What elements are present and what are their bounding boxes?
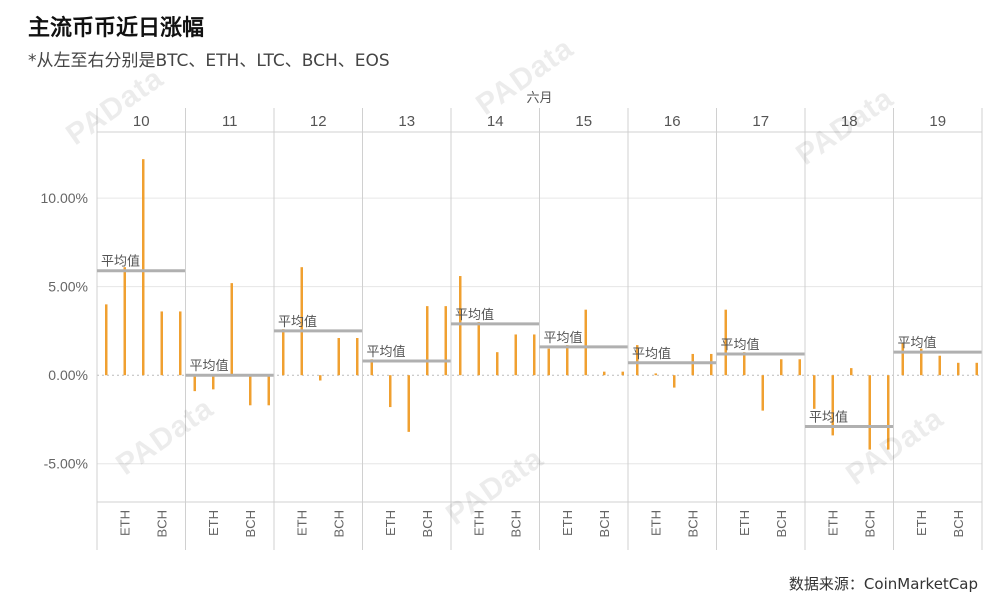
bar-eos: [710, 353, 713, 376]
y-tick-label: 10.00%: [41, 190, 88, 206]
day-label: 13: [398, 113, 415, 130]
bar-btc: [901, 343, 904, 376]
bar-ltc: [230, 283, 233, 376]
coin-label: ETH: [560, 510, 575, 536]
bar-eos: [267, 375, 270, 406]
coin-label: BCH: [509, 510, 524, 537]
bar-eth: [212, 375, 215, 390]
coin-label: ETH: [649, 510, 664, 536]
bar-bch: [249, 375, 252, 406]
bar-btc: [724, 309, 727, 376]
bar-ltc: [142, 159, 145, 376]
bar-eos: [356, 338, 359, 376]
bar-ltc: [584, 309, 587, 376]
coin-label: BCH: [597, 510, 612, 537]
day-label: 19: [929, 113, 946, 130]
coin-label: ETH: [737, 510, 752, 536]
coin-label: BCH: [332, 510, 347, 537]
coin-label: BCH: [420, 510, 435, 537]
bar-eos: [798, 359, 801, 376]
bar-btc: [636, 345, 639, 376]
bar-bch: [514, 334, 517, 376]
coin-label: ETH: [914, 510, 929, 536]
bar-btc: [282, 329, 285, 376]
bar-eos: [444, 306, 447, 376]
coin-label: BCH: [686, 510, 701, 537]
bar-btc: [813, 375, 816, 409]
chart-subtitle: *从左至右分别是BTC、ETH、LTC、BCH、EOS: [28, 51, 390, 71]
month-label: 六月: [526, 90, 552, 105]
bar-eth: [743, 352, 746, 376]
day-label: 10: [133, 113, 150, 130]
bar-bch: [691, 353, 694, 376]
coin-label: BCH: [863, 510, 878, 537]
bar-ltc: [850, 368, 853, 376]
bar-btc: [193, 375, 196, 392]
bar-ltc: [496, 352, 499, 376]
bar-ltc: [319, 375, 322, 381]
coin-label: BCH: [774, 510, 789, 537]
bar-bch: [868, 375, 871, 450]
average-label: 平均值: [278, 314, 317, 329]
day-label: 18: [841, 113, 858, 130]
average-label: 平均值: [455, 307, 494, 322]
y-tick-label: -5.00%: [44, 456, 88, 472]
chart-title: 主流币币近日涨幅: [28, 16, 205, 41]
day-label: 15: [575, 113, 592, 130]
coin-label: ETH: [383, 510, 398, 536]
average-label: 平均值: [721, 337, 760, 352]
y-tick-label: 5.00%: [48, 279, 88, 295]
bar-eth: [123, 267, 126, 376]
bar-btc: [459, 276, 462, 376]
bar-ltc: [673, 375, 676, 388]
bar-eos: [887, 375, 890, 450]
bar-ltc: [938, 355, 941, 376]
bar-btc: [105, 304, 108, 376]
average-label: 平均值: [898, 335, 937, 350]
bar-eos: [975, 362, 978, 376]
bar-bch: [780, 359, 783, 376]
bar-eos: [533, 334, 536, 376]
average-label: 平均值: [544, 330, 583, 345]
coin-label: ETH: [206, 510, 221, 536]
day-label: 14: [487, 113, 504, 130]
data-source: 数据来源：CoinMarketCap: [788, 575, 978, 593]
bar-eos: [621, 371, 624, 376]
average-label: 平均值: [190, 358, 229, 373]
bar-eth: [920, 348, 923, 376]
coin-label: BCH: [243, 510, 258, 537]
bar-eth: [566, 345, 569, 376]
average-label: 平均值: [101, 254, 140, 269]
bar-btc: [547, 348, 550, 376]
bar-bch: [160, 311, 163, 376]
average-label: 平均值: [809, 410, 848, 425]
day-label: 11: [222, 113, 238, 130]
average-label: 平均值: [367, 344, 406, 359]
bar-ltc: [761, 375, 764, 411]
coin-label: ETH: [295, 510, 310, 536]
y-tick-label: 0.00%: [48, 367, 88, 383]
average-label: 平均值: [632, 346, 671, 361]
bar-eos: [179, 311, 182, 376]
bar-btc: [370, 359, 373, 376]
day-label: 12: [310, 113, 327, 130]
day-label: 17: [752, 113, 769, 130]
bar-ltc: [407, 375, 410, 432]
bar-bch: [426, 306, 429, 376]
coin-label: ETH: [472, 510, 487, 536]
bar-eth: [477, 322, 480, 376]
bar-eth: [831, 375, 834, 436]
bar-bch: [337, 338, 340, 376]
coin-label: ETH: [118, 510, 133, 536]
bar-bch: [957, 362, 960, 376]
bar-bch: [603, 371, 606, 376]
day-label: 16: [664, 113, 681, 130]
bar-eth: [654, 373, 657, 376]
bar-eth: [389, 375, 392, 408]
coin-label: BCH: [155, 510, 170, 537]
coin-label: BCH: [951, 510, 966, 537]
coin-label: ETH: [826, 510, 841, 536]
bar-eth: [300, 267, 303, 376]
